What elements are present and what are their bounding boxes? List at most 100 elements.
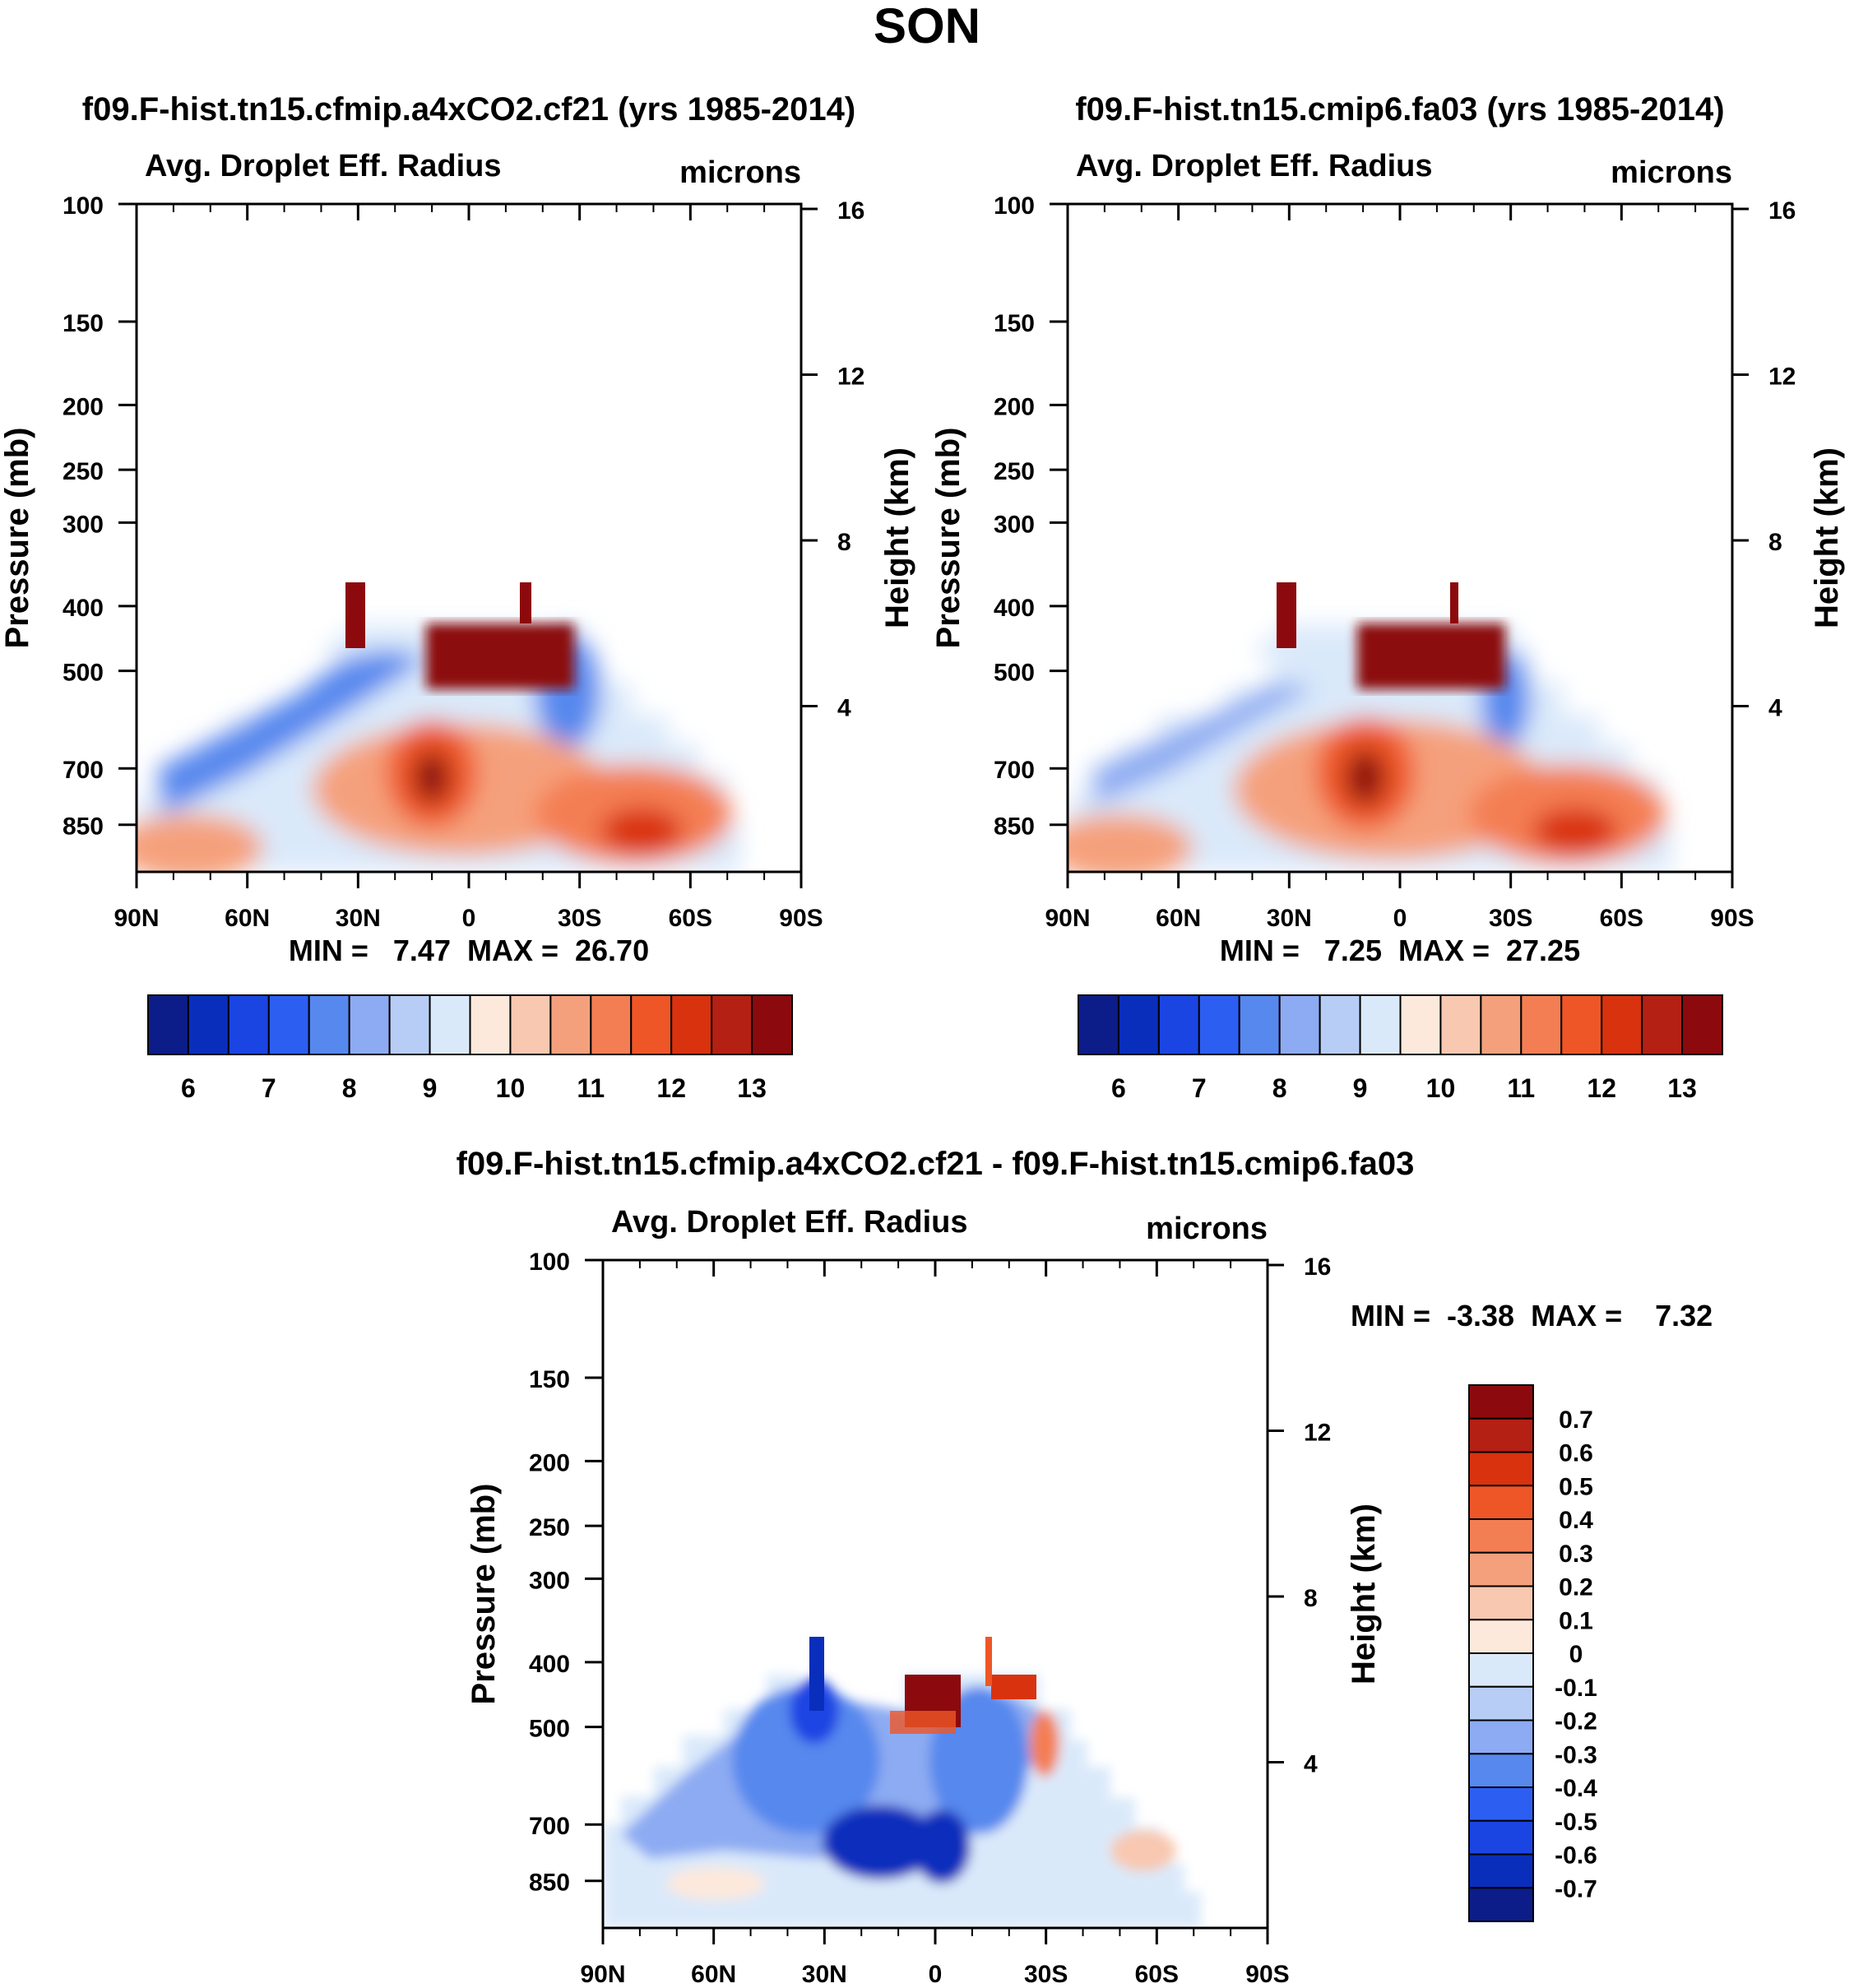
axes: 100 150 200 250 300 400 500 700 850 16 12 8 4 90N 60N 3…	[994, 192, 1796, 932]
y2-axis-label: Height (km)	[879, 447, 915, 628]
colorbar-label: 13	[1667, 1073, 1697, 1103]
colorbar-swatch	[1468, 1485, 1534, 1520]
panel-units: microns	[1146, 1212, 1268, 1246]
colorbar-swatch	[1468, 1619, 1534, 1654]
colorbar-swatch	[1520, 994, 1563, 1055]
y2-axis-label: Height (km)	[1809, 447, 1845, 628]
y-tick-label: 150	[63, 310, 104, 337]
x-tick-label: 0	[1393, 905, 1407, 932]
upper-block	[1357, 623, 1505, 689]
colorbar-swatch	[388, 994, 431, 1055]
x-tick-label: 30N	[336, 905, 381, 932]
colorbar-label: 9	[1353, 1073, 1368, 1103]
panel-units: microns	[679, 155, 801, 190]
panel-title: f09.F-hist.tn15.cfmip.a4xCO2.cf21 (yrs 1…	[82, 91, 855, 127]
colorbar-label: 12	[1587, 1073, 1616, 1103]
y-axis-label: Pressure (mb)	[930, 428, 966, 649]
spike	[520, 582, 531, 623]
y-tick-label: 200	[63, 393, 104, 420]
y2-tick-label: 12	[1768, 363, 1796, 390]
colorbar-label: -0.3	[1555, 1741, 1597, 1768]
spike	[345, 582, 365, 648]
x-tick-label: 90S	[1245, 1961, 1289, 1988]
x-tick-label: 60S	[669, 905, 712, 932]
x-tick-label: 30S	[1024, 1961, 1068, 1988]
colorbar-swatch	[1359, 994, 1402, 1055]
pos-patch	[666, 1867, 765, 1900]
panel-a: f09.F-hist.tn15.cfmip.a4xCO2.cf21 (yrs 1…	[0, 91, 915, 1103]
x-tick-label: 90N	[114, 905, 159, 932]
y-tick-label: 150	[994, 310, 1035, 337]
colorbar-label: 8	[342, 1073, 357, 1103]
y-tick-label: 250	[529, 1514, 570, 1541]
colorbar-label: 0.6	[1559, 1440, 1593, 1467]
contour-field	[603, 1637, 1201, 1928]
colorbar: 0.7 0.6 0.5 0.4 0.3 0.2 0.1 0 -0.1 -0.2 -0.3 -0.4 -0…	[1468, 1384, 1597, 1922]
x-tick-label: 60S	[1135, 1961, 1179, 1988]
y-tick-label: 400	[529, 1651, 570, 1678]
warm-north	[1068, 814, 1193, 872]
colorbar-swatch	[1078, 994, 1119, 1055]
y-tick-label: 100	[63, 192, 104, 220]
y-tick-label: 300	[529, 1567, 570, 1594]
pos-patch	[1030, 1711, 1059, 1777]
colorbar-label: 0.3	[1559, 1541, 1593, 1568]
peak-south	[1532, 808, 1618, 854]
colorbar-swatch	[1278, 994, 1321, 1055]
colorbar-label: 7	[262, 1073, 276, 1103]
x-tick-label: 60N	[691, 1961, 736, 1988]
x-tick-label: 30N	[802, 1961, 847, 1988]
y-tick-label: 850	[529, 1870, 570, 1897]
spike	[1277, 582, 1296, 648]
colorbar-label: 10	[1426, 1073, 1456, 1103]
y-tick-label: 400	[63, 595, 104, 622]
min-max-label: MIN = 7.47 MAX = 26.70	[289, 934, 649, 967]
y2-tick-label: 4	[1768, 694, 1782, 721]
y2-tick-label: 4	[1304, 1750, 1318, 1777]
axes: 100 150 200 250 300 400 500 700 850 16 12 8 4 90N 60N 3…	[63, 192, 864, 932]
panel-title: f09.F-hist.tn15.cmip6.fa03 (yrs 1985-201…	[1075, 91, 1724, 127]
colorbar-swatch	[751, 994, 793, 1055]
y-tick-label: 100	[529, 1249, 570, 1276]
colorbar-label: 13	[737, 1073, 767, 1103]
colorbar-swatch	[147, 994, 189, 1055]
colorbar-label: 0.7	[1559, 1406, 1593, 1434]
colorbar-swatch	[711, 994, 753, 1055]
colorbar-swatch	[187, 994, 229, 1055]
colorbar-swatch	[1468, 1853, 1534, 1889]
x-tick-label: 30N	[1267, 905, 1312, 932]
colorbar-label: 11	[577, 1073, 605, 1103]
colorbar-swatch	[1468, 1551, 1534, 1587]
colorbar-label: -0.4	[1555, 1775, 1597, 1802]
y-tick-label: 200	[994, 393, 1035, 420]
colorbar-swatch	[1238, 994, 1281, 1055]
y2-tick-label: 16	[1304, 1254, 1331, 1281]
panel-units: microns	[1611, 155, 1732, 190]
plot-area: 100 150 200 250 300 400 500 700 850 16 12 8 4 90N 60N 3…	[63, 192, 864, 932]
x-tick-label: 60N	[225, 905, 270, 932]
colorbar-label: -0.1	[1555, 1675, 1597, 1702]
colorbar-swatch	[1468, 1887, 1534, 1922]
colorbar-swatch	[1681, 994, 1723, 1055]
colorbar-label: -0.6	[1555, 1842, 1597, 1870]
y-tick-label: 150	[529, 1366, 570, 1393]
colorbar-swatch	[509, 994, 552, 1055]
colorbar-label: 7	[1192, 1073, 1207, 1103]
colorbar-label: -0.7	[1555, 1875, 1597, 1902]
y-tick-label: 400	[994, 595, 1035, 622]
y-tick-label: 500	[994, 660, 1035, 687]
colorbar-swatch	[1439, 994, 1482, 1055]
y-tick-label: 850	[63, 813, 104, 841]
spike	[1450, 582, 1458, 623]
colorbar-swatch	[1468, 1819, 1534, 1856]
panel-subtitle-left: Avg. Droplet Eff. Radius	[611, 1205, 968, 1240]
x-tick-label: 90S	[1710, 905, 1754, 932]
colorbar-swatch	[1468, 1652, 1534, 1688]
y-tick-label: 500	[529, 1716, 570, 1743]
y-tick-label: 100	[994, 192, 1035, 220]
y-tick-label: 250	[63, 458, 104, 485]
y-tick-label: 700	[994, 757, 1035, 784]
peak	[1346, 749, 1385, 805]
colorbar-label: 0.5	[1559, 1473, 1593, 1500]
upper-block	[426, 623, 574, 689]
